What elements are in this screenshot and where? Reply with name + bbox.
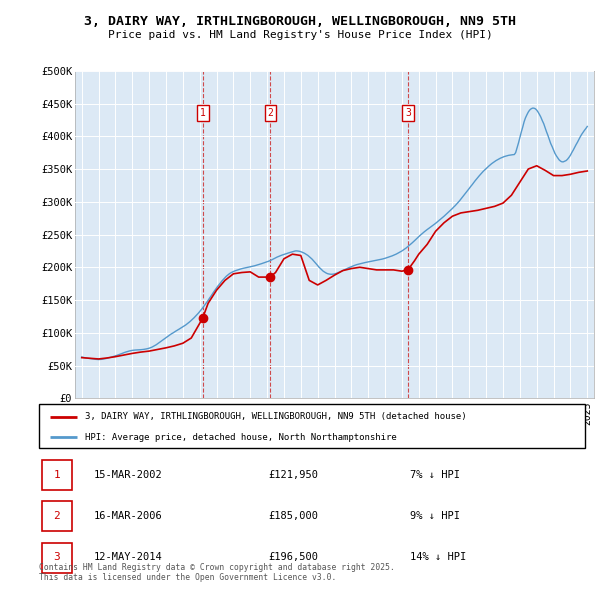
Text: £185,000: £185,000 (268, 511, 319, 521)
Text: 16-MAR-2006: 16-MAR-2006 (94, 511, 163, 521)
Text: HPI: Average price, detached house, North Northamptonshire: HPI: Average price, detached house, Nort… (85, 433, 397, 442)
Text: 9% ↓ HPI: 9% ↓ HPI (410, 511, 460, 521)
Bar (42, 502, 72, 532)
Text: 3: 3 (405, 109, 411, 119)
Text: 7% ↓ HPI: 7% ↓ HPI (410, 470, 460, 480)
Text: 1: 1 (200, 109, 206, 119)
Text: 2: 2 (53, 511, 60, 521)
Text: £121,950: £121,950 (268, 470, 319, 480)
Text: £196,500: £196,500 (268, 552, 319, 562)
Text: 14% ↓ HPI: 14% ↓ HPI (410, 552, 467, 562)
Text: Contains HM Land Registry data © Crown copyright and database right 2025.
This d: Contains HM Land Registry data © Crown c… (39, 563, 395, 582)
Text: 3, DAIRY WAY, IRTHLINGBOROUGH, WELLINGBOROUGH, NN9 5TH (detached house): 3, DAIRY WAY, IRTHLINGBOROUGH, WELLINGBO… (85, 412, 467, 421)
Text: Price paid vs. HM Land Registry's House Price Index (HPI): Price paid vs. HM Land Registry's House … (107, 30, 493, 40)
Text: 2: 2 (268, 109, 274, 119)
Text: 15-MAR-2002: 15-MAR-2002 (94, 470, 163, 480)
Text: 12-MAY-2014: 12-MAY-2014 (94, 552, 163, 562)
Text: 1: 1 (53, 470, 60, 480)
Bar (42, 543, 72, 573)
Text: 3, DAIRY WAY, IRTHLINGBOROUGH, WELLINGBOROUGH, NN9 5TH: 3, DAIRY WAY, IRTHLINGBOROUGH, WELLINGBO… (84, 15, 516, 28)
Text: 3: 3 (53, 552, 60, 562)
Bar (42, 460, 72, 490)
